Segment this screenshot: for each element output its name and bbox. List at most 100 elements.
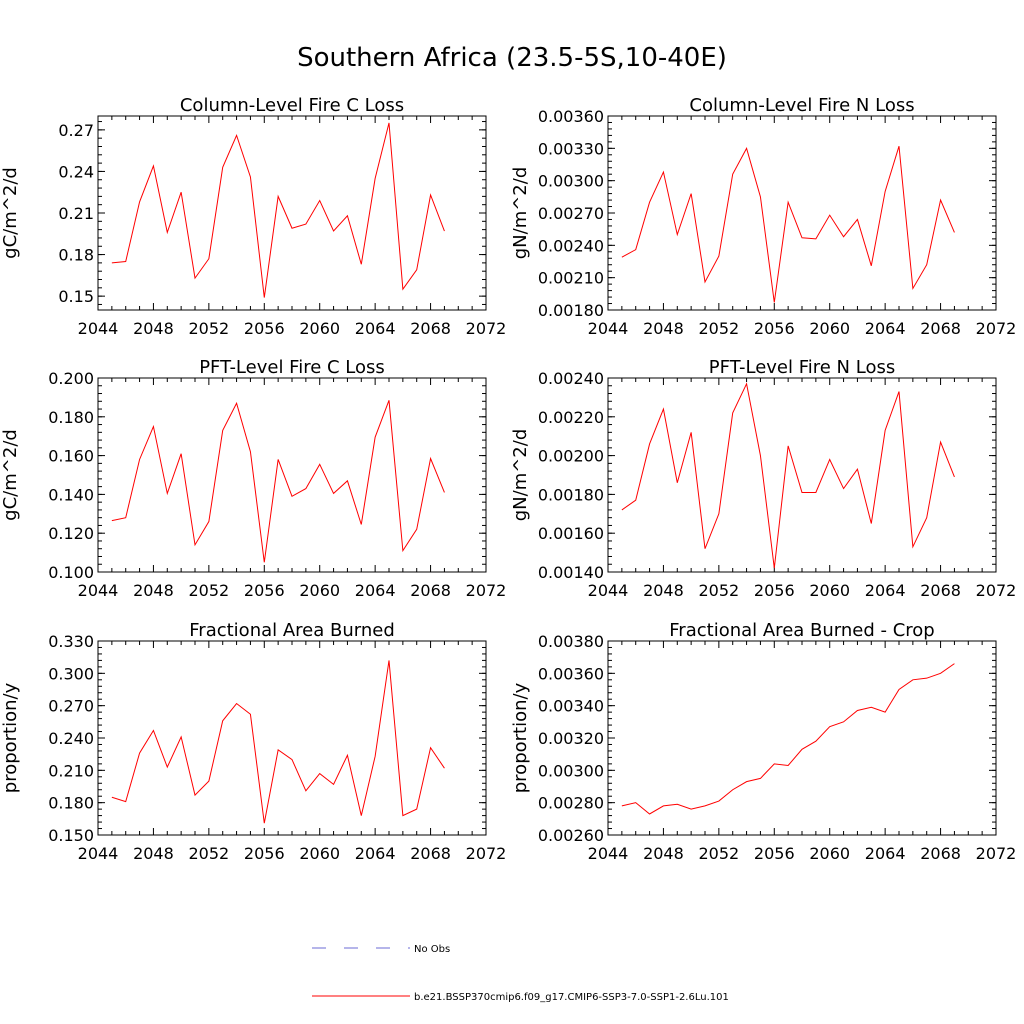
series-line <box>111 660 445 824</box>
y-tick-label: 0.120 <box>48 524 94 543</box>
y-tick-label: 0.00270 <box>538 204 604 223</box>
y-axis-label: proportion/y <box>0 682 21 793</box>
x-tick-label: 2044 <box>78 319 119 338</box>
x-tick-label: 2072 <box>466 581 507 600</box>
x-tick-label: 2072 <box>466 319 507 338</box>
x-tick-label: 2056 <box>754 844 795 863</box>
y-tick-label: 0.00300 <box>538 172 604 191</box>
x-tick-label: 2056 <box>244 319 285 338</box>
y-tick-label: 0.100 <box>48 563 94 582</box>
y-tick-label: 0.27 <box>58 121 94 140</box>
y-tick-label: 0.00200 <box>538 447 604 466</box>
plot-frame <box>607 377 997 573</box>
y-axis-label: gC/m^2/d <box>0 429 21 521</box>
y-tick-label: 0.00360 <box>538 664 604 683</box>
y-tick-label: 0.24 <box>58 162 94 181</box>
x-tick-label: 2048 <box>133 319 174 338</box>
x-tick-label: 2068 <box>410 319 451 338</box>
x-tick-label: 2060 <box>299 319 340 338</box>
y-tick-label: 0.00180 <box>538 301 604 320</box>
x-tick-label: 2060 <box>809 844 850 863</box>
x-tick-label: 2048 <box>643 844 684 863</box>
x-tick-label: 2044 <box>78 844 119 863</box>
x-tick-label: 2064 <box>865 319 906 338</box>
y-tick-label: 0.00240 <box>538 236 604 255</box>
chart-panel: 2044 2048 2052 2056 2060 2064 2068 2072 0.100 0.1… <box>0 357 506 600</box>
panel-title: PFT-Level Fire C Loss <box>199 357 385 378</box>
chart-panel: 2044 2048 2052 2056 2060 2064 2068 2072 0.150 0.1… <box>0 620 506 863</box>
y-axis-label: gC/m^2/d <box>0 167 21 259</box>
y-tick-label: 0.00380 <box>538 632 604 651</box>
x-tick-label: 2044 <box>588 319 629 338</box>
x-tick-label: 2064 <box>865 844 906 863</box>
x-tick-label: 2064 <box>355 319 396 338</box>
series-line <box>621 382 955 569</box>
y-tick-label: 0.00280 <box>538 794 604 813</box>
y-tick-label: 0.15 <box>58 287 94 306</box>
x-tick-label: 2068 <box>410 844 451 863</box>
x-tick-label: 2068 <box>920 581 961 600</box>
x-tick-label: 2060 <box>299 844 340 863</box>
panel-title: Column-Level Fire C Loss <box>180 95 404 116</box>
y-tick-label: 0.00360 <box>538 107 604 126</box>
y-tick-label: 0.160 <box>48 447 94 466</box>
panel-title: Fractional Area Burned - Crop <box>669 620 934 641</box>
series-line <box>621 146 955 303</box>
panel-title: PFT-Level Fire N Loss <box>709 357 895 378</box>
legend: No Obs b.e21.BSSP370cmip6.f09_g17.CMIP6-… <box>312 944 729 1003</box>
y-axis-label: proportion/y <box>510 682 531 793</box>
x-tick-label: 2056 <box>244 844 285 863</box>
series-line <box>111 122 445 298</box>
x-tick-label: 2060 <box>809 581 850 600</box>
legend-label-simulation: b.e21.BSSP370cmip6.f09_g17.CMIP6-SSP3-7.… <box>414 992 729 1003</box>
x-tick-label: 2072 <box>976 844 1017 863</box>
series-line <box>111 400 445 563</box>
panel-title: Column-Level Fire N Loss <box>689 95 914 116</box>
y-tick-label: 0.00320 <box>538 729 604 748</box>
chart-panel: 2044 2048 2052 2056 2060 2064 2068 2072 0.00260 0… <box>510 620 1016 863</box>
y-tick-label: 0.00180 <box>538 485 604 504</box>
panel-title: Fractional Area Burned <box>189 620 395 641</box>
x-tick-label: 2056 <box>754 319 795 338</box>
y-tick-label: 0.18 <box>58 246 94 265</box>
x-tick-label: 2052 <box>188 581 229 600</box>
x-tick-label: 2048 <box>643 581 684 600</box>
chart-panel: 2044 2048 2052 2056 2060 2064 2068 2072 0.00140 0… <box>510 357 1016 600</box>
y-tick-label: 0.180 <box>48 408 94 427</box>
x-tick-label: 2064 <box>355 844 396 863</box>
x-tick-label: 2056 <box>244 581 285 600</box>
y-tick-label: 0.21 <box>58 204 94 223</box>
series-line <box>621 663 955 815</box>
x-tick-label: 2048 <box>133 844 174 863</box>
plot-frame <box>97 115 487 311</box>
y-tick-label: 0.270 <box>48 697 94 716</box>
y-tick-label: 0.00220 <box>538 408 604 427</box>
x-tick-label: 2068 <box>920 319 961 338</box>
x-tick-label: 2068 <box>410 581 451 600</box>
x-tick-label: 2052 <box>698 319 739 338</box>
y-tick-label: 0.150 <box>48 826 94 845</box>
y-tick-label: 0.00240 <box>538 369 604 388</box>
y-tick-label: 0.180 <box>48 794 94 813</box>
x-tick-label: 2048 <box>643 319 684 338</box>
y-tick-label: 0.200 <box>48 369 94 388</box>
x-tick-label: 2044 <box>78 581 119 600</box>
figure-title: Southern Africa (23.5-5S,10-40E) <box>297 43 727 73</box>
x-tick-label: 2072 <box>976 581 1017 600</box>
x-tick-label: 2060 <box>809 319 850 338</box>
y-tick-label: 0.330 <box>48 632 94 651</box>
legend-label-no-obs: No Obs <box>414 944 450 955</box>
x-tick-label: 2052 <box>188 844 229 863</box>
x-tick-label: 2052 <box>698 581 739 600</box>
chart-panel: 2044 2048 2052 2056 2060 2064 2068 2072 0.00180 0… <box>510 95 1016 338</box>
y-tick-label: 0.300 <box>48 664 94 683</box>
y-axis-label: gN/m^2/d <box>510 167 531 260</box>
y-tick-label: 0.240 <box>48 729 94 748</box>
x-tick-label: 2044 <box>588 581 629 600</box>
x-tick-label: 2052 <box>698 844 739 863</box>
x-tick-label: 2072 <box>976 319 1017 338</box>
x-tick-label: 2064 <box>355 581 396 600</box>
y-tick-label: 0.00340 <box>538 697 604 716</box>
y-tick-label: 0.00300 <box>538 761 604 780</box>
